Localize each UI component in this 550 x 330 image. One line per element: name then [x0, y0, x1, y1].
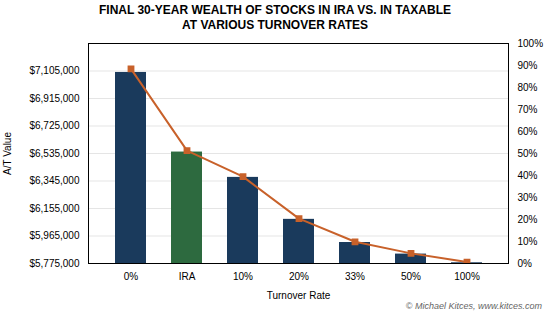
svg-text:20%: 20% [289, 271, 309, 282]
svg-text:$6,725,000: $6,725,000 [29, 120, 79, 131]
svg-text:100%: 100% [454, 271, 480, 282]
svg-text:10%: 10% [233, 271, 253, 282]
svg-text:30%: 30% [518, 192, 538, 203]
svg-text:20%: 20% [518, 214, 538, 225]
svg-text:70%: 70% [518, 104, 538, 115]
svg-text:$6,345,000: $6,345,000 [29, 175, 79, 186]
svg-text:50%: 50% [401, 271, 421, 282]
svg-text:0%: 0% [124, 271, 139, 282]
svg-text:A/T Value: A/T Value [2, 132, 13, 175]
svg-text:33%: 33% [345, 271, 365, 282]
svg-text:$5,965,000: $5,965,000 [29, 230, 79, 241]
svg-text:50%: 50% [518, 148, 538, 159]
svg-text:$6,155,000: $6,155,000 [29, 203, 79, 214]
svg-text:0%: 0% [518, 258, 533, 269]
svg-text:$6,535,000: $6,535,000 [29, 148, 79, 159]
svg-text:$7,105,000: $7,105,000 [29, 65, 79, 76]
svg-text:$6,915,000: $6,915,000 [29, 93, 79, 104]
svg-text:90%: 90% [518, 60, 538, 71]
svg-text:$5,775,000: $5,775,000 [29, 258, 79, 269]
html-text:© Michael Kitces, www.kitces.c: © Michael Kitces, www.kitces.com [405, 301, 542, 311]
svg-text:60%: 60% [518, 126, 538, 137]
svg-text:10%: 10% [518, 236, 538, 247]
svg-text:IRA: IRA [179, 271, 196, 282]
svg-text:Turnover Rate: Turnover Rate [267, 290, 331, 301]
svg-text:80%: 80% [518, 82, 538, 93]
svg-text:40%: 40% [518, 170, 538, 181]
svg-text:100%: 100% [518, 38, 544, 49]
html-text:AT VARIOUS TURNOVER RATES: AT VARIOUS TURNOVER RATES [182, 18, 368, 32]
html-text:FINAL 30-YEAR WEALTH OF STOCKS: FINAL 30-YEAR WEALTH OF STOCKS IN IRA VS… [99, 3, 451, 17]
